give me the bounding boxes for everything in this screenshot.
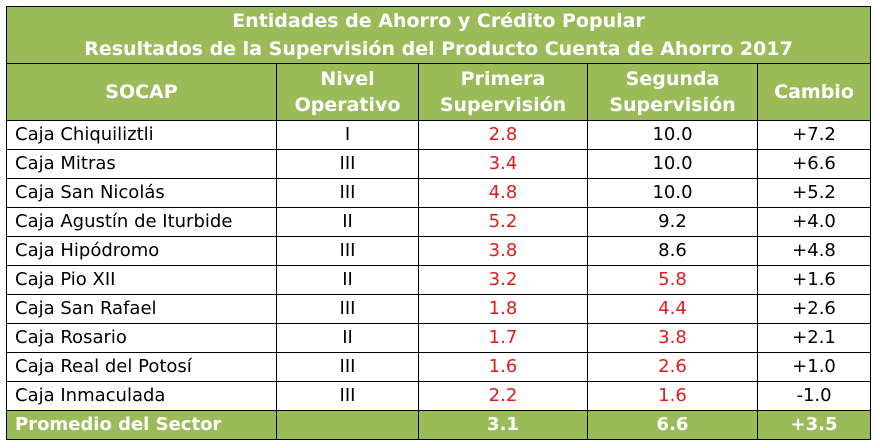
cell-segunda: 10.0 (587, 149, 758, 179)
cell-cambio: +4.8 (756, 236, 872, 266)
cell-socap: Caja Pio XII (6, 265, 277, 295)
title-line-2: Resultados de la Supervisión del Product… (84, 38, 793, 60)
cell-segunda: 10.0 (587, 178, 758, 208)
supervision-results-table: Entidades de Ahorro y Crédito Popular Re… (5, 6, 872, 440)
header-row: SOCAP Nivel Operativo Primera Supervisión … (6, 63, 872, 121)
cell-socap: Caja Real del Potosí (6, 352, 277, 382)
header-cambio: Cambio (756, 63, 872, 121)
cell-primera: 1.8 (418, 294, 588, 324)
table-row: Caja Pio XII II 3.2 5.8 +1.6 (6, 265, 872, 295)
cell-nivel: III (276, 381, 419, 411)
header-socap: SOCAP (6, 63, 277, 121)
cell-nivel: III (276, 352, 419, 382)
cell-primera: 3.2 (418, 265, 588, 295)
cell-nivel: III (276, 178, 419, 208)
cell-socap: Caja Mitras (6, 149, 277, 179)
cell-nivel: II (276, 323, 419, 353)
table-row: Caja San Rafael III 1.8 4.4 +2.6 (6, 294, 872, 324)
table-title: Entidades de Ahorro y Crédito Popular Re… (5, 6, 872, 64)
header-nivel-line2: Operativo (294, 94, 401, 116)
header-primera-supervision: Primera Supervisión (418, 63, 588, 121)
cell-cambio: +7.2 (756, 120, 872, 150)
header-primera-line1: Primera (460, 68, 546, 90)
cell-cambio: +6.6 (756, 149, 872, 179)
footer-row: Promedio del Sector 3.1 6.6 +3.5 (6, 410, 872, 440)
footer-cambio: +3.5 (756, 410, 872, 440)
cell-nivel: III (276, 294, 419, 324)
cell-cambio: +4.0 (756, 207, 872, 237)
cell-segunda: 8.6 (587, 236, 758, 266)
cell-nivel: III (276, 236, 419, 266)
header-nivel-line1: Nivel (320, 68, 375, 90)
footer-primera: 3.1 (418, 410, 588, 440)
header-primera-line2: Supervisión (439, 94, 567, 116)
cell-segunda: 5.8 (587, 265, 758, 295)
header-nivel-operativo: Nivel Operativo (276, 63, 419, 121)
header-segunda-line1: Segunda (625, 68, 720, 90)
cell-nivel: II (276, 207, 419, 237)
footer-segunda: 6.6 (587, 410, 758, 440)
cell-socap: Caja San Rafael (6, 294, 277, 324)
cell-cambio: +1.0 (756, 352, 872, 382)
table-row: Caja Inmaculada III 2.2 1.6 -1.0 (6, 381, 872, 411)
cell-socap: Caja San Nicolás (6, 178, 277, 208)
table-row: Caja Mitras III 3.4 10.0 +6.6 (6, 149, 872, 179)
cell-segunda: 9.2 (587, 207, 758, 237)
cell-socap: Caja Hipódromo (6, 236, 277, 266)
cell-primera: 2.8 (418, 120, 588, 150)
cell-cambio: -1.0 (756, 381, 872, 411)
cell-socap: Caja Rosario (6, 323, 277, 353)
header-segunda-supervision: Segunda Supervisión (587, 63, 758, 121)
cell-nivel: I (276, 120, 419, 150)
cell-primera: 5.2 (418, 207, 588, 237)
cell-primera: 1.6 (418, 352, 588, 382)
title-line-1: Entidades de Ahorro y Crédito Popular (232, 10, 645, 32)
table-row: Caja Chiquiliztli I 2.8 10.0 +7.2 (6, 120, 872, 150)
cell-primera: 3.8 (418, 236, 588, 266)
table-row: Caja Agustín de Iturbide II 5.2 9.2 +4.0 (6, 207, 872, 237)
cell-socap: Caja Chiquiliztli (6, 120, 277, 150)
cell-segunda: 2.6 (587, 352, 758, 382)
cell-nivel: III (276, 149, 419, 179)
table-row: Caja San Nicolás III 4.8 10.0 +5.2 (6, 178, 872, 208)
cell-cambio: +2.6 (756, 294, 872, 324)
header-segunda-line2: Supervisión (609, 94, 736, 116)
cell-cambio: +2.1 (756, 323, 872, 353)
table-row: Caja Real del Potosí III 1.6 2.6 +1.0 (6, 352, 872, 382)
cell-segunda: 1.6 (587, 381, 758, 411)
cell-primera: 2.2 (418, 381, 588, 411)
cell-segunda: 10.0 (587, 120, 758, 150)
cell-nivel: II (276, 265, 419, 295)
cell-cambio: +1.6 (756, 265, 872, 295)
footer-nivel (276, 410, 419, 440)
cell-socap: Caja Agustín de Iturbide (6, 207, 277, 237)
table-row: Caja Hipódromo III 3.8 8.6 +4.8 (6, 236, 872, 266)
footer-label: Promedio del Sector (6, 410, 277, 440)
cell-segunda: 4.4 (587, 294, 758, 324)
cell-segunda: 3.8 (587, 323, 758, 353)
table-row: Caja Rosario II 1.7 3.8 +2.1 (6, 323, 872, 353)
cell-primera: 1.7 (418, 323, 588, 353)
cell-primera: 3.4 (418, 149, 588, 179)
cell-socap: Caja Inmaculada (6, 381, 277, 411)
cell-primera: 4.8 (418, 178, 588, 208)
cell-cambio: +5.2 (756, 178, 872, 208)
